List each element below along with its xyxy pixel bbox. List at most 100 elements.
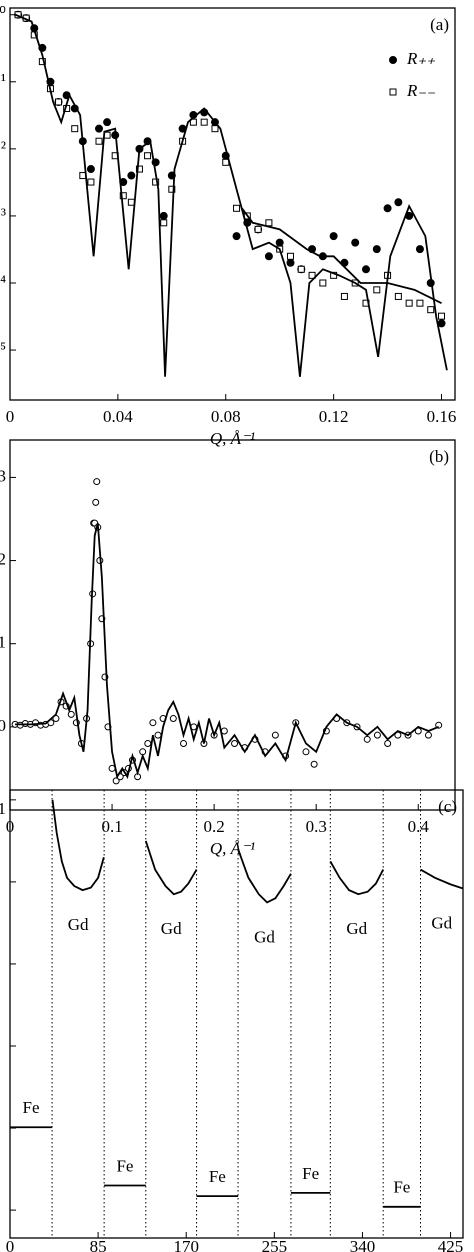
x-tick-label: 425 xyxy=(438,1237,464,1252)
data-point xyxy=(127,171,136,180)
data-point xyxy=(340,292,348,300)
data-point xyxy=(189,118,197,126)
data-point xyxy=(92,498,100,506)
layer-label: Gd xyxy=(254,927,275,946)
layer-label: Gd xyxy=(161,919,182,938)
data-point xyxy=(319,279,327,287)
data-point xyxy=(373,286,381,294)
data-point xyxy=(286,258,295,267)
y-tick-label: 3 xyxy=(0,466,6,485)
data-point xyxy=(95,137,103,145)
legend-marker xyxy=(389,56,397,64)
x-tick-label: 0 xyxy=(6,407,15,426)
data-point xyxy=(168,185,176,193)
series-line xyxy=(15,13,448,377)
data-point xyxy=(159,211,168,220)
data-point xyxy=(254,225,262,233)
panel-label: (b) xyxy=(429,447,449,466)
x-tick-label: 340 xyxy=(350,1237,376,1252)
y-tick-label: 10⁻⁴ xyxy=(0,272,6,291)
data-point xyxy=(67,710,75,718)
series-line xyxy=(51,799,105,892)
y-tick-label: 1 xyxy=(0,633,6,652)
data-point xyxy=(437,319,446,328)
data-point xyxy=(144,152,152,160)
y-tick-label: 10⁰ xyxy=(0,4,6,23)
data-point xyxy=(232,232,241,241)
plot-frame xyxy=(9,789,464,1239)
x-tick-label: 0.4 xyxy=(408,817,430,836)
data-point xyxy=(416,299,424,307)
x-tick-label: 0.3 xyxy=(306,817,327,836)
data-point xyxy=(103,118,112,127)
data-point xyxy=(275,238,284,247)
layer-label: Fe xyxy=(393,1178,410,1197)
y-tick-label: 0 xyxy=(0,716,6,735)
series-line xyxy=(241,207,442,304)
legend-marker xyxy=(389,88,397,96)
data-point xyxy=(14,11,22,19)
data-point xyxy=(160,219,168,227)
x-tick-label: 255 xyxy=(262,1237,288,1252)
series-line xyxy=(237,848,292,904)
data-point xyxy=(394,198,403,207)
y-tick-label: -1 xyxy=(0,799,6,818)
layer-label: Fe xyxy=(302,1164,319,1183)
y-tick-label: 2 xyxy=(0,549,6,568)
data-point xyxy=(405,299,413,307)
series-line xyxy=(420,868,464,890)
data-point xyxy=(286,252,294,260)
plot-frame xyxy=(9,439,456,811)
data-point xyxy=(71,125,79,133)
x-tick-label: 0.08 xyxy=(211,407,241,426)
legend-label: R₋₋ xyxy=(406,81,435,100)
data-point xyxy=(302,748,310,756)
x-tick-label: 0 xyxy=(6,1237,15,1252)
data-point xyxy=(135,165,143,173)
layer-label: Gd xyxy=(431,913,452,932)
data-point xyxy=(119,192,127,200)
legend-label: R₊₊ xyxy=(406,49,435,68)
data-point xyxy=(144,739,152,747)
series-line xyxy=(329,860,384,896)
x-tick-label: 0.12 xyxy=(319,407,349,426)
layer-label: Gd xyxy=(346,919,367,938)
layer-label: Fe xyxy=(209,1167,226,1186)
data-point xyxy=(373,731,381,739)
y-tick-label: 10⁻² xyxy=(0,138,6,157)
data-point xyxy=(362,265,370,274)
data-point xyxy=(384,739,392,747)
plot-frame xyxy=(9,7,456,401)
y-tick-label: 10⁻³ xyxy=(0,205,6,224)
x-tick-label: 0.1 xyxy=(101,817,122,836)
data-point xyxy=(93,478,101,486)
data-point xyxy=(149,719,157,727)
data-point xyxy=(222,158,230,166)
data-point xyxy=(383,204,392,213)
data-point xyxy=(415,245,424,254)
x-tick-label: 170 xyxy=(173,1237,199,1252)
data-point xyxy=(231,739,239,747)
data-point xyxy=(86,165,95,174)
data-point xyxy=(363,735,371,743)
panel-label: (a) xyxy=(430,15,449,34)
x-tick-label: 0.16 xyxy=(427,407,457,426)
data-point xyxy=(372,245,381,254)
series-line xyxy=(144,840,198,896)
x-tick-label: 85 xyxy=(90,1237,107,1252)
data-point xyxy=(127,198,135,206)
data-point xyxy=(169,715,177,723)
data-point xyxy=(152,178,160,186)
x-tick-label: 0.2 xyxy=(204,817,225,836)
data-point xyxy=(211,125,219,133)
data-point xyxy=(308,271,316,279)
data-point xyxy=(297,265,305,273)
data-point xyxy=(112,777,120,785)
layer-label: Gd xyxy=(68,915,89,934)
data-point xyxy=(394,731,402,739)
panel-label: (c) xyxy=(438,797,457,816)
data-point xyxy=(271,731,279,739)
data-point xyxy=(424,731,432,739)
data-point xyxy=(87,178,95,186)
data-point xyxy=(95,124,103,133)
